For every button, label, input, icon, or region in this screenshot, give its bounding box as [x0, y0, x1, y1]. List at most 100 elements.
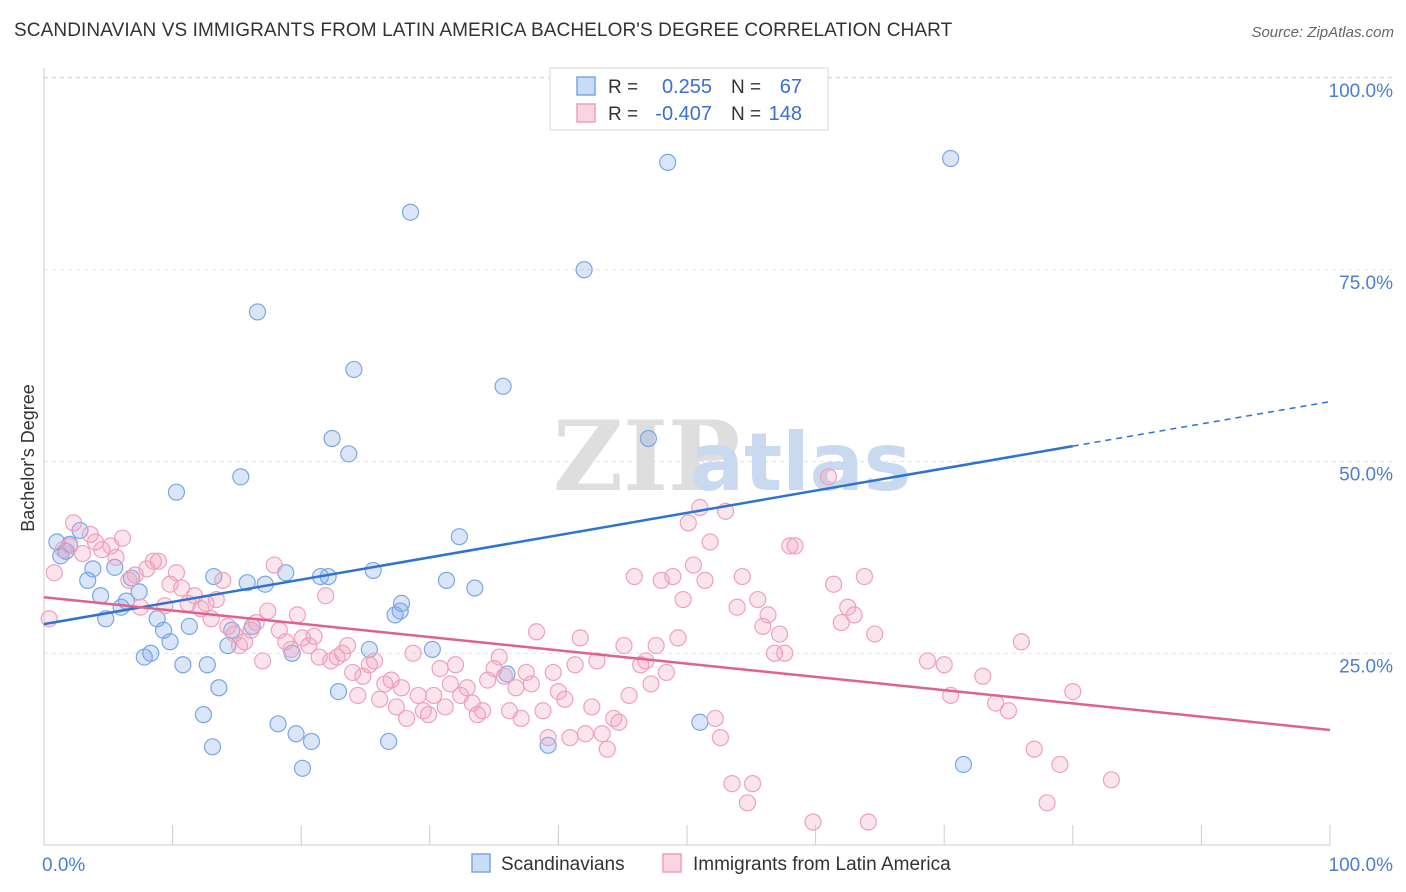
latin-america-point — [593, 725, 611, 743]
latin-america-point — [113, 529, 132, 547]
latin-america-point — [45, 564, 63, 582]
y-tick-label: 75.0% — [1339, 273, 1393, 294]
scandinavian-point — [180, 617, 198, 636]
legend-bottom: Scandinavians Immigrants from Latin Amer… — [471, 853, 951, 875]
latin-america-point — [738, 794, 757, 812]
latin-america-point — [507, 679, 525, 697]
scandinavian-point — [232, 468, 250, 486]
scandinavian-point — [659, 153, 677, 171]
latin-america-point — [855, 567, 874, 586]
latin-america-point — [1064, 682, 1082, 701]
latin-america-point — [512, 709, 530, 728]
latin-america-point — [338, 636, 357, 655]
chart-title: SCANDINAVIAN VS IMMIGRANTS FROM LATIN AM… — [14, 20, 953, 41]
latin-america-point — [679, 514, 697, 532]
latin-america-point — [615, 636, 633, 655]
latin-america-point — [436, 698, 454, 716]
y-tick-label: 25.0% — [1339, 656, 1393, 677]
latin-america-point — [344, 663, 362, 682]
scandinavian-point — [498, 665, 516, 683]
latin-america-point — [625, 567, 643, 586]
latin-america-point — [409, 686, 427, 705]
latin-america-point — [706, 709, 724, 728]
scandinavian-point — [942, 149, 960, 168]
legend-r-value: -0.407 — [655, 103, 712, 125]
latin-america-point — [64, 514, 83, 532]
legend-n-value: 67 — [780, 76, 802, 98]
legend-swatch-latin-america — [662, 853, 682, 873]
latin-america-point — [144, 552, 162, 570]
latin-america-point — [561, 729, 579, 747]
latin-america-point — [691, 498, 709, 517]
source-label: Source: ZipAtlas.com — [1251, 24, 1394, 41]
latin-america-point — [458, 679, 476, 697]
latin-america-point — [711, 729, 730, 747]
trend-lines — [43, 400, 1331, 732]
scandinavian-point — [401, 203, 420, 221]
scandinavian-point — [194, 706, 213, 724]
y-tick-label: 100.0% — [1329, 81, 1394, 102]
scandinavian-point — [364, 561, 382, 580]
latin-america-point — [786, 537, 804, 555]
legend-swatch-scandinavians — [471, 853, 491, 873]
y-axis-label: Bachelor's Degree — [18, 384, 38, 532]
grid-lines — [44, 76, 1392, 654]
series-scandinavians-points — [48, 149, 973, 777]
latin-america-point — [1038, 794, 1056, 812]
scandinavian-point — [210, 679, 228, 697]
scandinavian-point — [205, 567, 223, 586]
latin-america-point — [620, 686, 638, 705]
scandinavian-point — [293, 759, 312, 777]
latin-america-point — [1012, 633, 1030, 651]
y-tick-labels: 25.0% 50.0% 75.0% 100.0% — [1329, 81, 1394, 677]
latin-america-point — [781, 537, 799, 555]
legend-r-value: 0.255 — [662, 76, 712, 98]
latin-america-point — [387, 698, 405, 716]
latin-america-point — [866, 625, 884, 643]
latin-america-point — [544, 663, 562, 682]
scandinavian-point — [203, 738, 222, 756]
legend-n-value: 148 — [769, 103, 802, 125]
scandinavian-point — [437, 571, 456, 589]
scandinavian-point — [329, 682, 348, 701]
watermark-atlas: atlas — [690, 416, 911, 509]
latin-america-point — [598, 740, 616, 758]
scandinavian-point — [323, 429, 341, 448]
scandinavian-point — [494, 377, 512, 395]
legend-r-label: R = — [608, 77, 638, 98]
scandinavian-point — [575, 261, 593, 279]
latin-america-point — [749, 590, 767, 609]
latin-america-point — [61, 537, 79, 555]
latin-america-point — [684, 556, 703, 574]
latin-america-point — [167, 564, 186, 582]
legend-label-latin-america: Immigrants from Latin America — [693, 854, 951, 875]
latin-america-point — [214, 571, 232, 589]
latin-america-point — [576, 725, 595, 743]
x-tick-labels: 0.0% 100.0% — [42, 855, 1393, 876]
watermark-zip: ZIP — [553, 400, 740, 513]
latin-america-point — [173, 579, 191, 597]
trend-line-scandinavians-projection — [1072, 400, 1331, 447]
axes — [43, 68, 1331, 846]
latin-america-point — [73, 544, 92, 563]
latin-america-point — [832, 613, 850, 632]
scandinavian-point — [466, 579, 484, 597]
legend-label-scandinavians: Scandinavians — [501, 854, 625, 875]
latin-america-point — [300, 636, 318, 655]
scandinavian-point — [691, 713, 709, 731]
scandinavian-point — [167, 483, 186, 501]
latin-america-point — [539, 729, 557, 747]
latin-america-point — [610, 713, 628, 731]
scandinavian-point — [198, 656, 216, 674]
latin-america-point — [404, 644, 422, 662]
latin-america-point — [371, 690, 389, 708]
x-tick-label: 0.0% — [42, 855, 85, 876]
y-tick-label: 50.0% — [1339, 465, 1393, 486]
latin-america-point — [431, 659, 449, 678]
scandinavian-point — [345, 360, 363, 379]
latin-america-point — [664, 567, 682, 586]
legend-n-label: N = — [731, 104, 761, 125]
scandinavian-point — [302, 732, 321, 751]
scandinavian-point — [423, 640, 441, 659]
